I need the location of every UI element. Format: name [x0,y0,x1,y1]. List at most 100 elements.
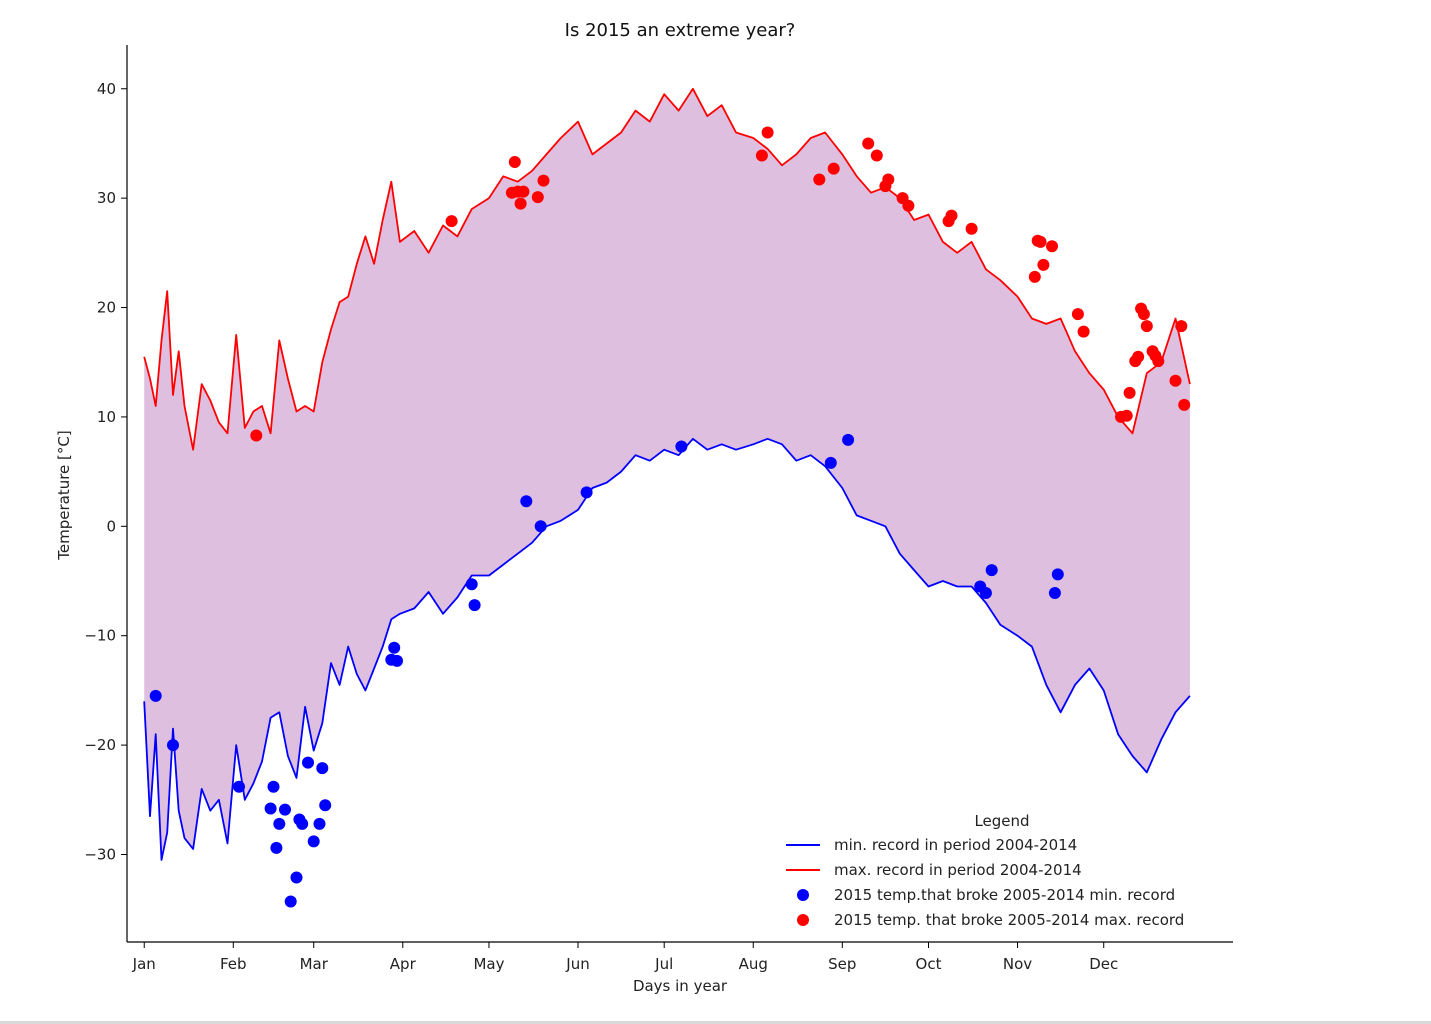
min-record-break-point [979,587,992,599]
min-record-break-point [465,578,478,591]
x-tick-label: Jun [565,955,589,973]
legend-swatch-max-dot [797,914,809,926]
record-range-fill [144,88,1190,861]
max-record-break-point [813,173,826,186]
legend-entry-min-line: min. record in period 2004-2014 [786,836,1077,854]
x-tick-label: Jul [654,955,673,973]
max-record-break-point [1132,350,1145,363]
max-record-break-point [827,162,840,175]
min-record-break-point [319,799,332,812]
max-record-break-point [1140,320,1153,333]
min-record-break-point [1051,568,1064,581]
legend-label-min-line: min. record in period 2004-2014 [834,836,1077,854]
max-record-break-point [870,149,883,162]
record-lines [143,87,1191,861]
record-range-area [144,88,1190,861]
y-tick-label: 0 [106,517,116,535]
min-record-break-point [391,654,403,667]
x-tick-label: May [473,955,504,973]
broken-record-dots [149,126,1191,908]
min-record-break-point [233,780,245,793]
min-record-break-point [468,599,481,612]
max-record-break-point [1175,320,1188,333]
legend-entry-min-dots: 2015 temp.that broke 2005-2014 min. reco… [797,886,1175,904]
min-record-break-point [842,433,855,446]
max-record-break-point [1071,308,1084,321]
min-record-break-point [520,495,533,508]
x-tick-label: Jan [132,955,156,973]
max-record-break-point [508,156,521,168]
min-record-break-point [284,895,297,908]
y-tick-label: 10 [97,408,116,426]
y-tick-label: 30 [97,189,116,207]
y-tick-label: −30 [84,845,116,863]
max-record-break-point [1077,325,1090,338]
max-record-break-point [1034,235,1047,248]
y-axis-ticks: −30 −20 −10 0 10 20 30 40 [84,80,127,863]
legend-title: Legend [974,812,1029,830]
min-record-break-point [264,802,277,815]
max-record-break-point [755,149,768,162]
min-record-break-point [1048,587,1061,599]
x-tick-label: Aug [739,955,768,973]
x-tick-label: Nov [1003,955,1032,973]
max-record-break-point [1137,308,1150,321]
legend-label-max-line: max. record in period 2004-2014 [834,861,1082,879]
y-tick-label: 40 [97,80,116,98]
max-record-line [143,87,1191,451]
min-record-break-point [675,440,688,453]
min-record-break-point [580,486,593,499]
min-record-break-point [985,564,998,577]
legend-label-max-dots: 2015 temp. that broke 2005-2014 max. rec… [834,911,1184,929]
min-record-break-point [279,803,291,816]
x-tick-label: Mar [300,955,329,973]
bottom-divider [0,1021,1431,1024]
chart-title: Is 2015 an extreme year? [565,20,796,41]
max-record-break-point [1123,386,1136,399]
min-record-break-point [267,780,280,793]
max-record-break-point [445,215,458,228]
max-record-break-point [1152,355,1165,368]
legend-entry-max-dots: 2015 temp. that broke 2005-2014 max. rec… [797,911,1184,929]
min-record-line [143,437,1191,861]
max-record-break-point [250,429,263,442]
max-record-break-point [1046,240,1058,253]
x-tick-label: Apr [390,955,417,973]
min-record-break-point [273,817,286,830]
legend-label-min-dots: 2015 temp.that broke 2005-2014 min. reco… [834,886,1175,904]
legend-swatch-min-dot [797,889,809,901]
min-record-break-point [388,641,401,654]
min-record-break-point [167,739,179,752]
max-record-break-point [537,174,550,187]
x-tick-label: Sep [828,955,856,973]
max-record-break-point [514,197,527,210]
max-record-break-point [965,222,978,235]
min-record-break-point [290,871,303,884]
y-tick-label: −10 [84,627,116,645]
min-record-break-point [270,841,283,854]
y-tick-label: −20 [84,736,116,754]
y-axis-title: Temperature [°C] [55,430,73,560]
max-record-break-point [531,191,544,204]
min-record-break-point [296,817,309,830]
max-record-break-point [1169,374,1182,387]
y-tick-label: 20 [97,299,116,317]
min-record-break-point [824,456,837,469]
max-record-break-point [517,185,530,198]
min-record-break-point [534,520,547,533]
legend: Legend min. record in period 2004-2014 m… [786,812,1184,929]
x-tick-label: Feb [220,955,247,973]
x-tick-label: Dec [1089,955,1118,973]
max-record-break-point [902,199,915,212]
max-record-break-point [1037,258,1050,271]
min-record-break-point [313,817,326,830]
max-record-break-point [1028,270,1041,283]
max-record-break-point [882,173,895,186]
x-axis-title: Days in year [633,977,728,995]
max-record-break-point [862,137,875,150]
x-axis-ticks: Jan Feb Mar Apr May Jun Jul Aug Sep Oct Nov Dec [132,942,1118,973]
min-record-break-point [302,756,314,769]
min-record-break-point [316,762,329,775]
min-record-break-point [307,835,320,848]
